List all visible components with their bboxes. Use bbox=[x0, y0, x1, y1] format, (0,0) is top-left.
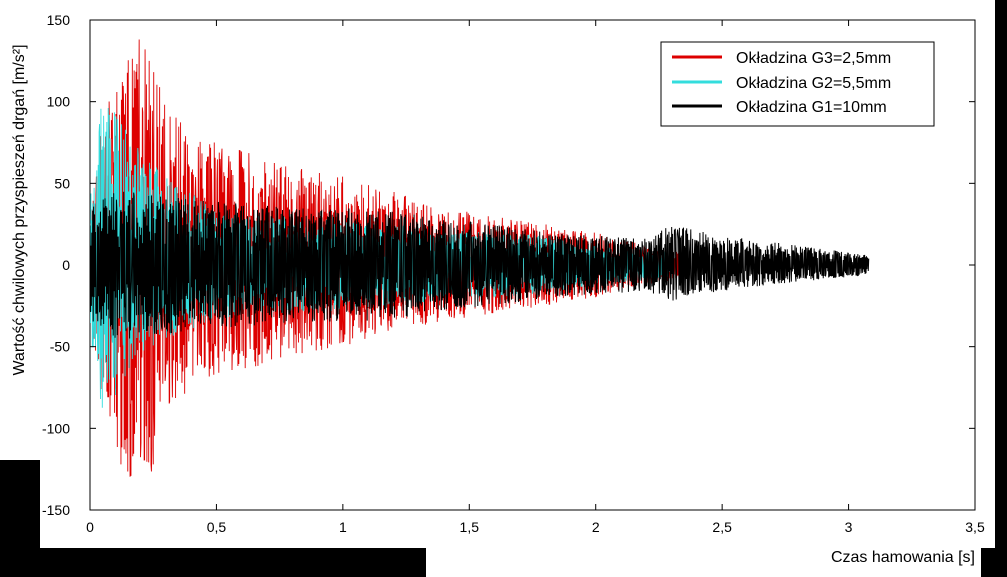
y-tick-label: 100 bbox=[47, 94, 71, 110]
legend-label-g1: Okładzina G1=10mm bbox=[736, 99, 887, 116]
x-tick-label: 1 bbox=[339, 519, 347, 535]
y-tick-label: 0 bbox=[62, 257, 70, 273]
series-line-3 bbox=[90, 191, 870, 339]
legend-label-g2: Okładzina G2=5,5mm bbox=[736, 75, 891, 92]
x-tick-label: 0 bbox=[86, 519, 94, 535]
x-tick-label: 2,5 bbox=[712, 519, 732, 535]
series-layer bbox=[90, 39, 870, 477]
legend: Okładzina G3=2,5mm Okładzina G2=5,5mm Ok… bbox=[660, 41, 935, 127]
x-tick-label: 3 bbox=[845, 519, 853, 535]
x-tick-label: 3,5 bbox=[965, 519, 985, 535]
y-tick-label: 50 bbox=[54, 175, 70, 191]
y-tick-label: -100 bbox=[42, 420, 70, 436]
xlabel-card bbox=[426, 548, 981, 577]
y-tick-label: -150 bbox=[42, 502, 70, 518]
ylabel-card bbox=[0, 0, 40, 460]
y-axis-title: Wartość chwilowych przyspieszeń drgań [m… bbox=[11, 44, 28, 375]
x-tick-label: 1,5 bbox=[460, 519, 480, 535]
ticks-layer: 0 0,5 1 1,5 2 2,5 3 3,5 150 100 50 0 -50 -100 -150 bbox=[42, 12, 985, 535]
chart-card-bottom-left bbox=[74, 536, 426, 548]
x-tick-label: 0,5 bbox=[207, 519, 227, 535]
x-axis-title: Czas hamowania [s] bbox=[831, 549, 975, 566]
y-tick-label: 150 bbox=[47, 12, 71, 28]
y-tick-label: -50 bbox=[50, 339, 70, 355]
x-tick-label: 2 bbox=[592, 519, 600, 535]
legend-label-g3: Okładzina G3=2,5mm bbox=[736, 50, 891, 67]
